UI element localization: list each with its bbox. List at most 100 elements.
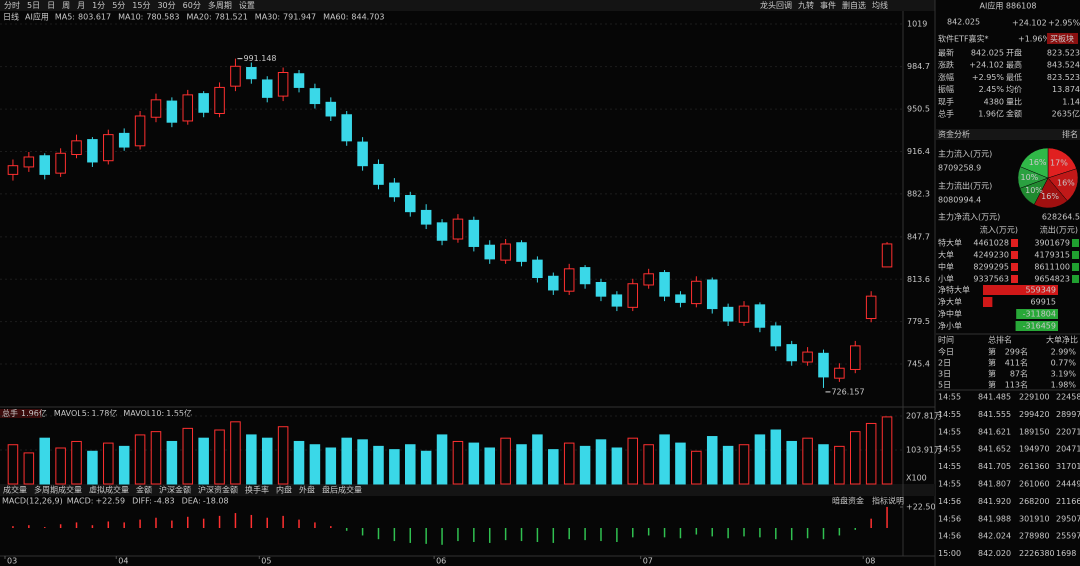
net-bar bbox=[1015, 321, 1058, 331]
toolbar-tab[interactable]: 多周期 bbox=[208, 0, 232, 10]
indicator-tab[interactable]: 虚拟成交量 bbox=[89, 485, 129, 495]
toolbar-tab[interactable]: 月 bbox=[77, 1, 85, 10]
tick-amount: 1698 bbox=[1056, 549, 1076, 558]
outflow-label: 主力流出(万元) bbox=[938, 181, 992, 191]
volume-bar bbox=[436, 434, 448, 485]
volume-bar bbox=[770, 429, 782, 485]
toolbar-tab[interactable]: 15分 bbox=[132, 1, 150, 10]
volume-bar bbox=[198, 437, 209, 485]
toolbar-tab[interactable]: 分时 bbox=[4, 0, 20, 10]
toolbar-tool[interactable]: 事件 bbox=[820, 0, 836, 10]
quote-price: 842.025 bbox=[947, 18, 980, 27]
indicator-tab[interactable]: 多周期成交量 bbox=[34, 485, 82, 495]
candle-body bbox=[675, 294, 686, 303]
toolbar-tool[interactable]: 九转 bbox=[798, 0, 814, 10]
toolbar-tab[interactable]: 5日 bbox=[27, 1, 40, 10]
toolbar-tab[interactable]: 5分 bbox=[112, 1, 125, 10]
tick-price: 842.020 bbox=[978, 549, 1011, 558]
volume-bar bbox=[659, 434, 670, 485]
indicator-tab[interactable]: 盘后成交量 bbox=[322, 485, 362, 495]
volume-bar bbox=[118, 445, 130, 485]
net-bar bbox=[983, 297, 993, 307]
macd-button[interactable]: 指标说明 bbox=[872, 496, 904, 506]
flow-out: 9654823 bbox=[1034, 275, 1070, 284]
sector-btn[interactable]: 买板块 bbox=[1050, 34, 1074, 44]
flow-in-swatch bbox=[1011, 275, 1018, 283]
tick-amount: 25597 bbox=[1056, 532, 1080, 541]
net-row-label: 净小单 bbox=[938, 321, 962, 331]
rank-value: 87名 bbox=[1010, 369, 1028, 379]
toolbar-tab[interactable]: 设置 bbox=[239, 0, 255, 10]
tick-volume: 299420 bbox=[1019, 410, 1050, 419]
toolbar-tool[interactable]: 均线 bbox=[872, 0, 888, 10]
candle-body bbox=[484, 244, 496, 260]
volume-bar bbox=[722, 445, 734, 485]
tabs-bg bbox=[0, 484, 935, 496]
candle-body bbox=[373, 163, 384, 185]
indicator-tab[interactable]: 金额 bbox=[136, 485, 152, 495]
y-tick-label: 779.5 bbox=[907, 317, 930, 326]
candle-body bbox=[277, 72, 289, 97]
indicator-tab[interactable]: 内盘 bbox=[276, 485, 292, 495]
net-row-value: -316459 bbox=[1023, 322, 1056, 331]
toolbar-tab[interactable]: 日 bbox=[47, 1, 55, 10]
indicator-tab[interactable]: 成交量 bbox=[3, 485, 27, 495]
stat-label: 均价 bbox=[1006, 84, 1022, 94]
rank-prefix: 第 bbox=[988, 369, 996, 379]
tick-volume: 278980 bbox=[1019, 532, 1050, 541]
flow-in: 9337563 bbox=[973, 275, 1009, 284]
candle-body bbox=[71, 140, 82, 156]
ma-label: MA10: bbox=[118, 13, 143, 22]
tick-time: 14:56 bbox=[938, 532, 961, 541]
stat-value: +2.95% bbox=[972, 73, 1005, 82]
volume-tick-label: 103.91万 bbox=[906, 445, 942, 454]
candle-body bbox=[166, 100, 178, 123]
tick-amount: 20471 bbox=[1056, 445, 1080, 454]
volume-bar bbox=[834, 445, 845, 485]
ma-label: 844.703 bbox=[351, 13, 384, 22]
toolbar-tab[interactable]: 30分 bbox=[157, 1, 175, 10]
volume-bar bbox=[468, 442, 480, 485]
volume-tick-label: 207.81万 bbox=[906, 411, 942, 420]
volume-bar bbox=[389, 449, 400, 485]
volume-bar bbox=[357, 439, 368, 485]
flow-in-swatch bbox=[1011, 251, 1018, 259]
rank-btn[interactable]: 排名 bbox=[1062, 129, 1078, 139]
net-row-value: 559349 bbox=[1025, 286, 1056, 295]
candle-body bbox=[595, 281, 607, 297]
ma-label: 781.521 bbox=[215, 13, 248, 22]
candle-body bbox=[309, 88, 321, 105]
candle-body bbox=[563, 268, 575, 292]
tick-volume: 194970 bbox=[1019, 445, 1050, 454]
toolbar-tab[interactable]: 60分 bbox=[183, 1, 201, 10]
toolbar-tool[interactable]: 删自选 bbox=[842, 0, 866, 10]
indicator-tab[interactable]: 换手率 bbox=[245, 485, 269, 495]
pie-slice bbox=[1019, 147, 1049, 179]
indicator-tab[interactable]: 沪深资金额 bbox=[198, 485, 238, 495]
indicator-tab[interactable]: 沪深金额 bbox=[159, 485, 191, 495]
volume-bar bbox=[611, 447, 623, 485]
chart-header: AI应用 bbox=[25, 12, 49, 22]
y-tick-label: 745.4 bbox=[907, 360, 930, 369]
candle-body bbox=[198, 93, 209, 113]
toolbar-tab[interactable]: 周 bbox=[62, 1, 70, 10]
toolbar-tool[interactable]: 龙头回调 bbox=[760, 0, 792, 10]
indicator-tab[interactable]: 外盘 bbox=[299, 485, 315, 495]
outflow-value: 8080994.4 bbox=[938, 196, 981, 205]
volume-bar bbox=[881, 416, 893, 485]
candle-body bbox=[452, 218, 464, 240]
volume-bar bbox=[420, 450, 432, 485]
volume-bar bbox=[643, 444, 654, 485]
pie-label: 10% bbox=[1025, 186, 1043, 195]
volume-bar bbox=[865, 422, 877, 485]
tick-volume: 301910 bbox=[1019, 514, 1050, 523]
candle-body bbox=[39, 155, 51, 175]
tick-time: 14:55 bbox=[938, 480, 961, 489]
volume-unit: X100 bbox=[906, 474, 927, 483]
candle-body bbox=[834, 367, 845, 379]
toolbar-tab[interactable]: 1分 bbox=[92, 1, 105, 10]
candle-body bbox=[341, 114, 352, 142]
volume-bar bbox=[103, 442, 114, 485]
flow-head: 流入(万元) bbox=[980, 225, 1018, 235]
macd-button[interactable]: 暗盘资金 bbox=[832, 496, 864, 506]
